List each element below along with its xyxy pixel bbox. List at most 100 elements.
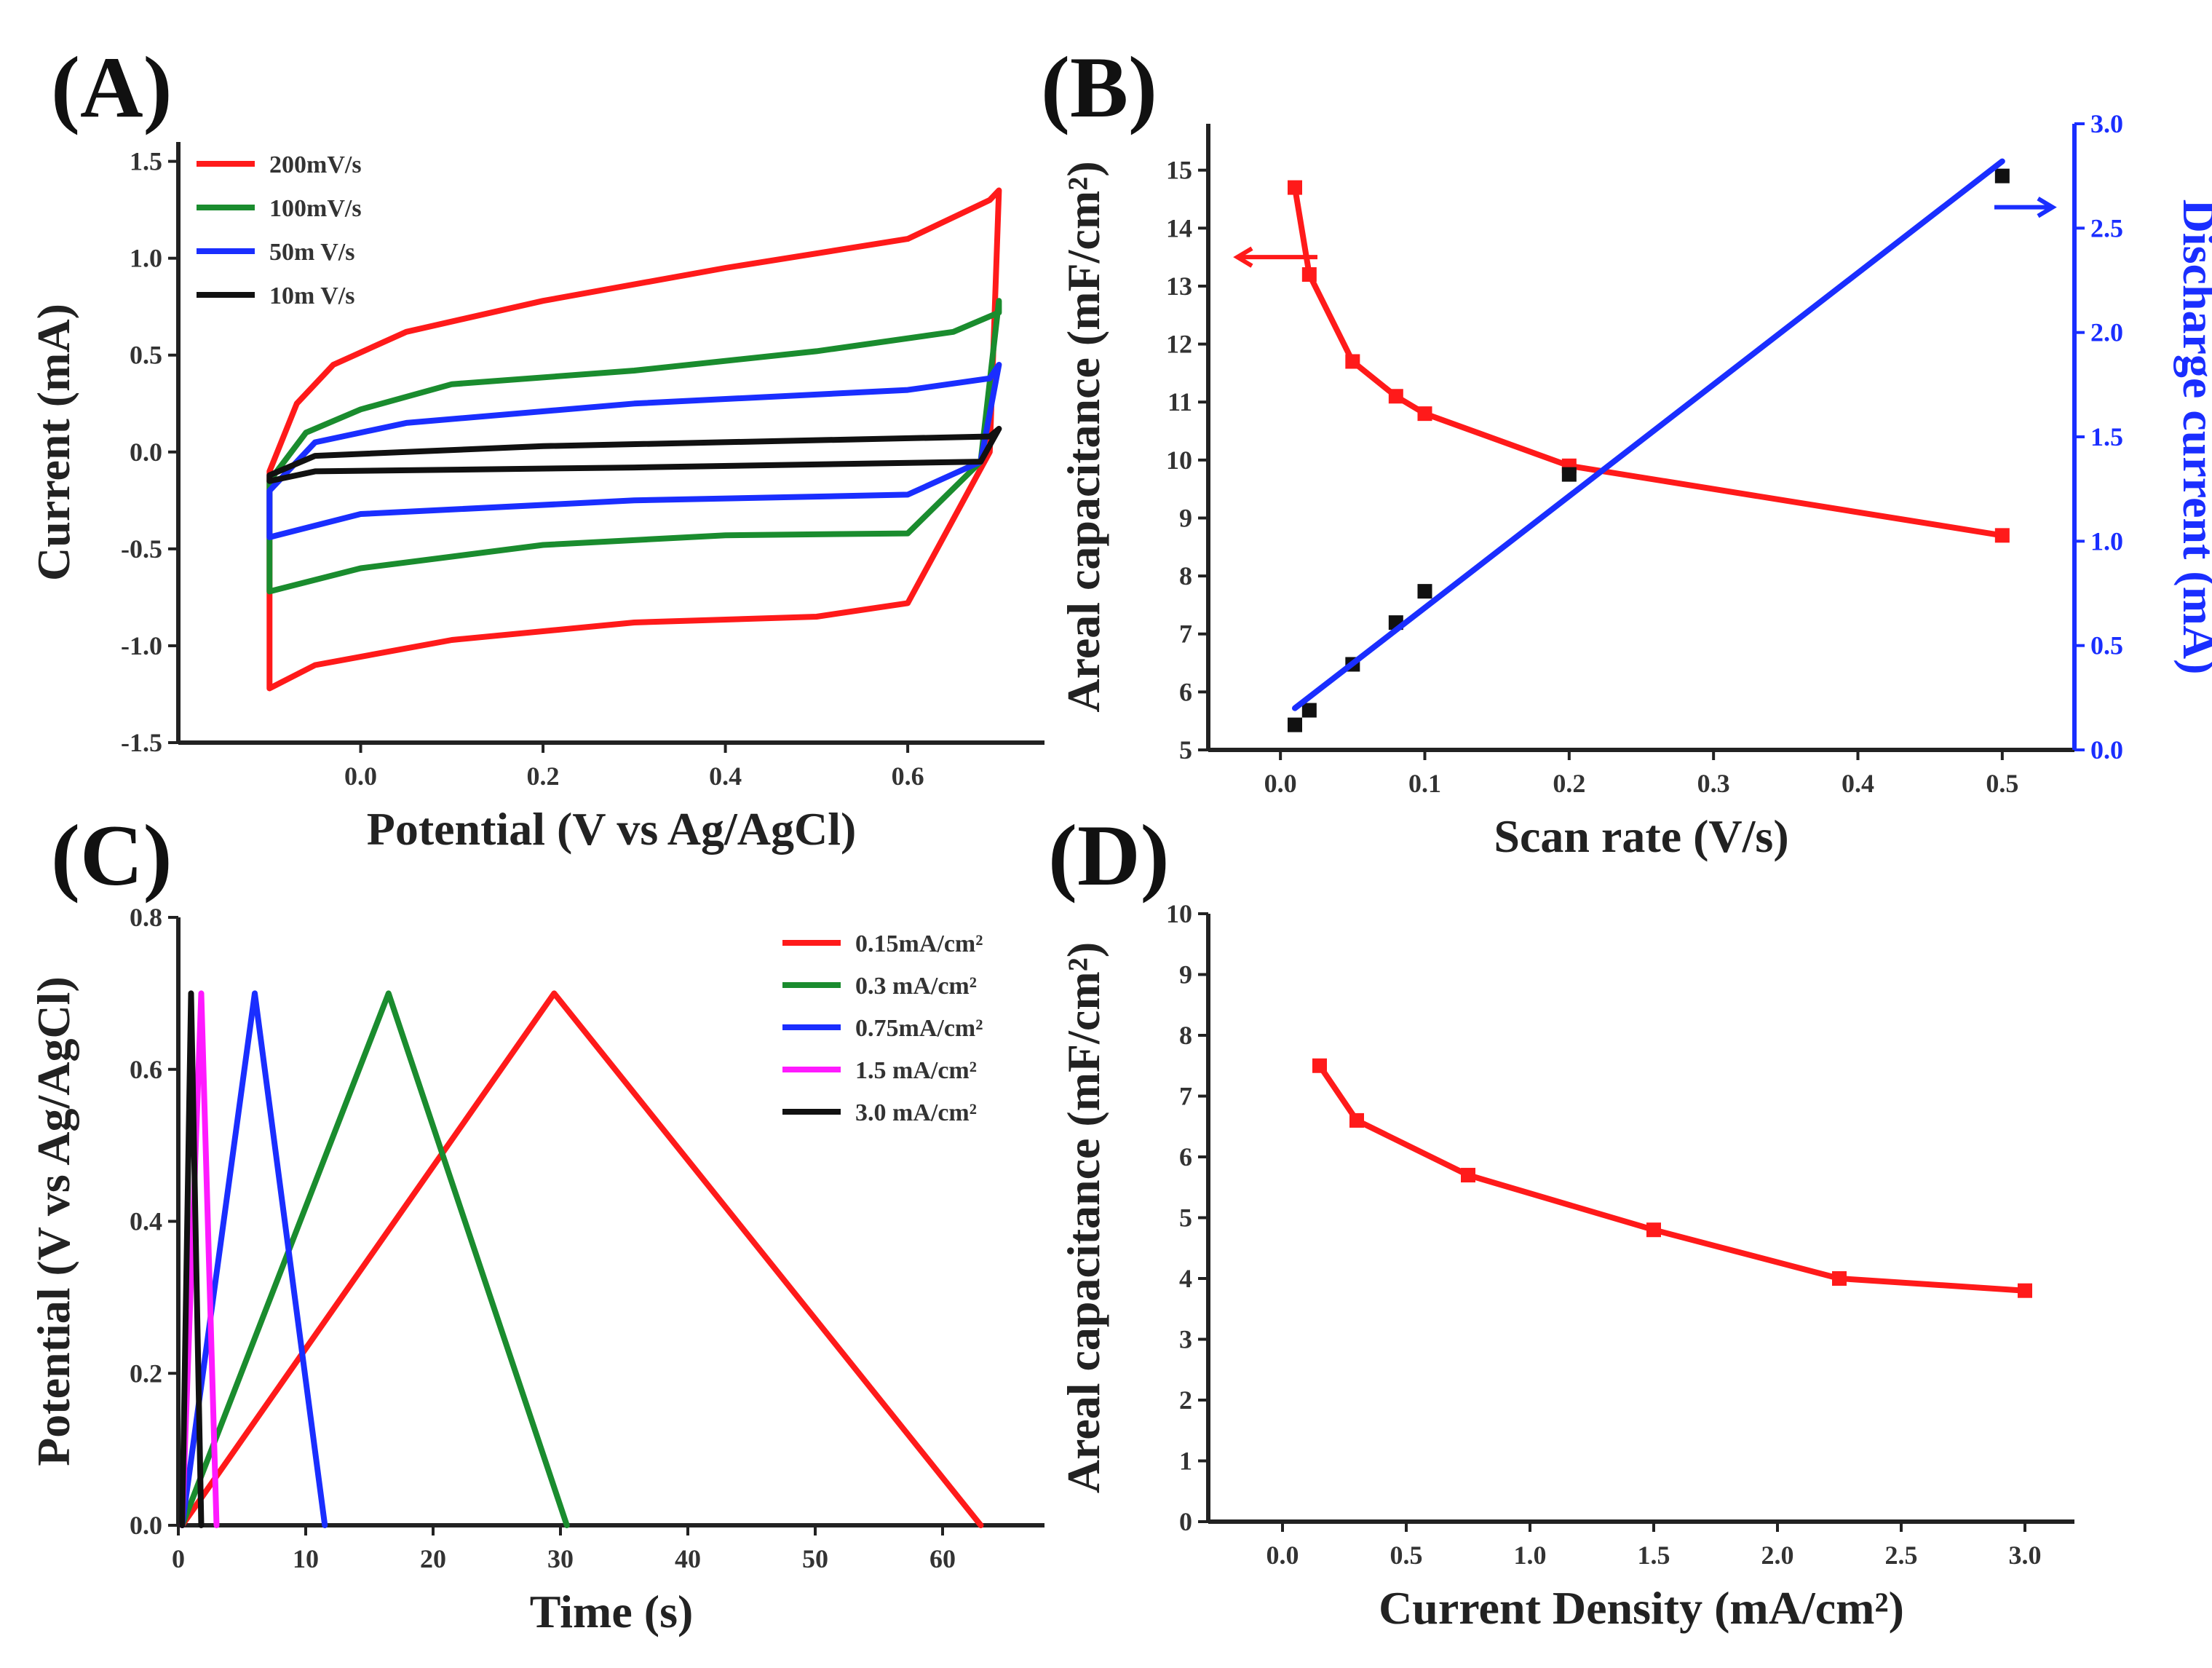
- arrow-left-icon: [1233, 246, 1317, 268]
- y-tick-label: 15: [1166, 156, 1192, 185]
- series-line: [1292, 158, 2005, 711]
- data-marker: [1561, 467, 1577, 482]
- y-tick-label: 1.5: [130, 147, 162, 176]
- x-tick-label: 0.0: [1264, 769, 1297, 798]
- y-tick-label: 9: [1179, 960, 1192, 989]
- series-line: [266, 298, 1002, 595]
- y-tick-label: 0.0: [130, 438, 162, 467]
- legend-label: 3.0 mA/cm²: [855, 1099, 977, 1126]
- data-marker: [1994, 168, 2010, 183]
- legend-label: 0.75mA/cm²: [855, 1015, 983, 1042]
- y-tick-label: 1: [1179, 1447, 1192, 1476]
- series-line: [179, 990, 984, 1528]
- y-tick-label: 10: [1166, 446, 1192, 475]
- x-tick-label: 0: [172, 1544, 185, 1573]
- chart-panel-2: (B) 0.0 0.1 0.2 0.3 0.4 0.5 5 6 7 8 9 10 11 12 13 14 15 0.…: [1041, 39, 2212, 862]
- x-tick-label: 0.3: [1697, 769, 1730, 798]
- panel-label: (B): [1041, 39, 1157, 135]
- legend-label: 50m V/s: [269, 239, 354, 266]
- x-axis-title: Scan rate (V/s): [1494, 810, 1788, 862]
- y-tick-label-right: 0.0: [2090, 735, 2123, 764]
- x-tick-label: 0.5: [1986, 769, 2018, 798]
- chart-panel-4: (D) 0.0 0.5 1.0 1.5 2.0 2.5 3.0 0 1 2 3 4 5 6 7 8 9 10 Curr…: [1048, 807, 2074, 1634]
- x-tick-label: 0.2: [1553, 769, 1585, 798]
- y-tick-label: 14: [1166, 213, 1192, 242]
- x-tick-label: 3.0: [2009, 1541, 2042, 1570]
- y-tick-label: 0.4: [130, 1207, 162, 1236]
- y-tick-label-right: 2.5: [2090, 213, 2123, 242]
- y-tick-label: 12: [1166, 330, 1192, 359]
- chart-panel-3: (C) 0 10 20 30 40 50 60 0.0 0.2 0.4 0.6 0.8 Time (s) P…: [28, 807, 1044, 1637]
- y-tick-label: 6: [1179, 1142, 1192, 1171]
- panel-label: (C): [51, 807, 173, 904]
- y-tick-label: -1.5: [121, 728, 162, 757]
- x-axis-title: Time (s): [530, 1586, 694, 1637]
- data-marker: [1288, 717, 1302, 732]
- y-tick-label: 0.2: [130, 1359, 162, 1388]
- x-tick-label: 0.2: [527, 762, 560, 791]
- y-tick-label: 0.5: [130, 341, 162, 370]
- y-tick-label: -0.5: [121, 534, 162, 564]
- x-tick-label: 0.0: [1266, 1541, 1299, 1570]
- y-tick-label: 9: [1179, 503, 1192, 532]
- data-marker: [2018, 1283, 2032, 1298]
- data-marker: [1349, 1112, 1364, 1128]
- y-tick-label: 10: [1166, 899, 1192, 928]
- y-tick-label: 5: [1179, 735, 1192, 764]
- chart-panel-1: (A) 0.0 0.2 0.4 0.6 -1.5 -1.0 -0.5 0.0 0.5 1.0 1.5 P…: [28, 39, 1044, 855]
- data-marker: [1388, 389, 1403, 404]
- data-marker: [1461, 1168, 1475, 1183]
- x-tick-label: 40: [675, 1544, 701, 1573]
- legend-label: 1.5 mA/cm²: [855, 1057, 977, 1084]
- x-tick-label: 0.4: [709, 762, 742, 791]
- x-tick-label: 0.6: [892, 762, 924, 791]
- panel-label: (A): [51, 39, 173, 135]
- y-tick-label: 7: [1179, 1082, 1192, 1111]
- data-marker: [1301, 267, 1317, 282]
- y-tick-label: 0: [1179, 1507, 1192, 1536]
- series-line: [266, 362, 1002, 540]
- y-tick-label: 7: [1179, 620, 1192, 649]
- y-tick-label: 11: [1168, 387, 1192, 416]
- data-marker: [1646, 1222, 1661, 1238]
- y-axis-title: Potential (V vs Ag/AgCl): [28, 976, 79, 1466]
- x-tick-label: 10: [293, 1544, 319, 1573]
- x-tick-label: 2.5: [1885, 1541, 1918, 1570]
- data-marker: [1994, 528, 2010, 543]
- x-tick-label: 30: [547, 1544, 574, 1573]
- y-tick-label: 13: [1166, 272, 1192, 301]
- series-line: [179, 990, 328, 1528]
- series-line: [179, 990, 570, 1528]
- panel-label: (D): [1048, 807, 1170, 904]
- y-tick-label-right: 2.0: [2090, 318, 2123, 347]
- y-axis-title: Areal capacitance (mF/cm²): [1058, 942, 1109, 1493]
- series-line: [1317, 1062, 2028, 1294]
- x-tick-label: 0.0: [344, 762, 377, 791]
- data-marker: [1312, 1058, 1327, 1073]
- x-tick-label: 2.0: [1761, 1541, 1794, 1570]
- y-tick-label-right: 1.5: [2090, 422, 2123, 451]
- x-tick-label: 1.0: [1514, 1541, 1547, 1570]
- legend-label: 10m V/s: [269, 282, 354, 309]
- y-tick-label: 2: [1179, 1386, 1192, 1415]
- data-marker: [1417, 584, 1432, 599]
- y-tick-label: 1.0: [130, 244, 162, 273]
- data-marker: [1301, 703, 1317, 718]
- legend-label: 0.15mA/cm²: [855, 930, 983, 957]
- x-tick-label: 20: [420, 1544, 446, 1573]
- data-marker: [1288, 180, 1302, 195]
- y-tick-label: 3: [1179, 1325, 1192, 1354]
- y-tick-label: 6: [1179, 677, 1192, 706]
- x-tick-label: 50: [802, 1544, 828, 1573]
- series-line: [266, 187, 1002, 692]
- x-tick-label: 60: [929, 1544, 956, 1573]
- y-tick-label: 5: [1179, 1203, 1192, 1233]
- y-tick-label: 8: [1179, 1021, 1192, 1050]
- arrow-right-icon: [1994, 197, 2057, 218]
- data-marker: [1417, 406, 1432, 422]
- x-tick-label: 1.5: [1638, 1541, 1670, 1570]
- data-marker: [1832, 1271, 1847, 1286]
- x-axis-title: Potential (V vs Ag/AgCl): [367, 803, 857, 855]
- y-tick-label-right: 3.0: [2090, 109, 2123, 138]
